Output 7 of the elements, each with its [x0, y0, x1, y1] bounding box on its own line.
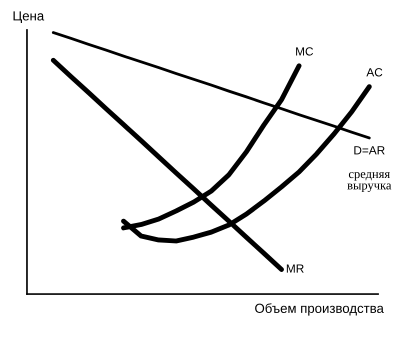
series-label: MR: [286, 264, 304, 273]
series-label: D=AR: [354, 146, 385, 154]
series-label: AC: [366, 68, 382, 76]
annotation: средняя выручка: [347, 172, 392, 192]
y-axis-title: Цена: [14, 11, 44, 24]
series-label: MC: [296, 47, 314, 56]
x-axis-title: Объем производства: [255, 303, 384, 316]
